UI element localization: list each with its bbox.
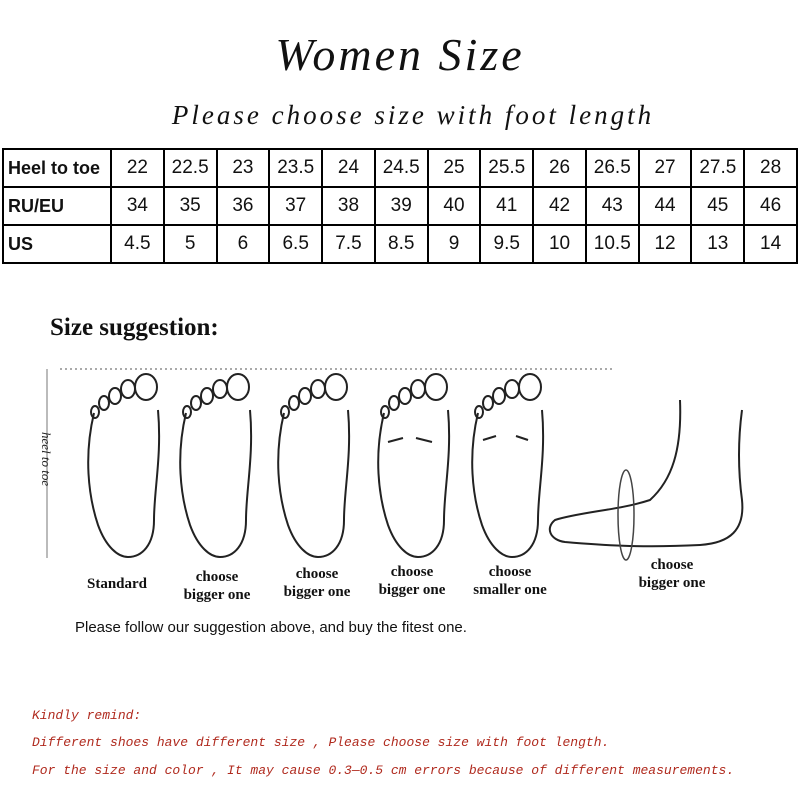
table-cell: 14 — [743, 224, 798, 264]
foot-label: smaller one — [473, 582, 547, 598]
table-cell: 27.5 — [690, 148, 746, 188]
table-cell: 27 — [637, 148, 693, 188]
table-cell: 45 — [690, 186, 746, 226]
remind-line: Kindly remind: — [32, 708, 142, 723]
section-heading: Size suggestion: — [50, 314, 219, 341]
foot-label: Standard — [87, 576, 148, 592]
table-cell: 26.5 — [584, 148, 640, 188]
table-cell: 10 — [532, 224, 587, 264]
note: Please follow our suggestion above, and … — [75, 619, 467, 636]
table-cell: 35 — [162, 186, 218, 226]
foot — [377, 373, 451, 558]
foot-label: choose — [391, 564, 434, 580]
table-cell: 24 — [321, 148, 376, 188]
table-cell: 46 — [743, 186, 798, 226]
table-cell: 13 — [690, 224, 746, 264]
table-cell: 25 — [426, 148, 482, 188]
subtitle: Please choose size with foot length — [171, 100, 655, 130]
foot — [277, 373, 351, 558]
foot-label: choose — [489, 564, 532, 580]
foot — [87, 373, 161, 558]
foot — [179, 373, 253, 558]
remind-line: For the size and color , It may cause 0.… — [32, 763, 735, 778]
table-cell: 12 — [637, 224, 693, 264]
table-cell: 23 — [215, 148, 271, 188]
table-cell: 36 — [215, 186, 271, 226]
title: Women Size — [275, 29, 525, 80]
table-cell: 34 — [110, 186, 165, 226]
remind-line: Different shoes have different size , Pl… — [32, 735, 610, 750]
table-cell: 6 — [215, 224, 271, 264]
table-cell: 10.5 — [584, 224, 640, 264]
table-cell: 9.5 — [479, 224, 535, 264]
table-cell: 37 — [268, 186, 324, 226]
foot-label: bigger one — [184, 587, 251, 603]
foot-label: bigger one — [284, 584, 351, 600]
table-cell: 22.5 — [162, 148, 218, 188]
table-row: US 4.5 5 6 6.5 7.5 8.5 9 9.5 10 10.5 12 13 14 — [2, 224, 798, 264]
table-cell: 40 — [426, 186, 482, 226]
table-cell: 4.5 — [110, 224, 165, 264]
row-label: US — [2, 224, 112, 264]
table-row: Heel to toe 22 22.5 23 23.5 24 24.5 25 25.5 26 26.… — [2, 148, 798, 188]
foot-label: bigger one — [639, 575, 706, 591]
table-cell: 25.5 — [479, 148, 535, 188]
foot-label: choose — [296, 566, 339, 582]
table-cell: 39 — [373, 186, 429, 226]
table-cell: 9 — [426, 224, 482, 264]
table-cell: 23.5 — [268, 148, 324, 188]
width-arrows — [387, 435, 529, 443]
table-cell: 38 — [321, 186, 376, 226]
ankle-ring — [617, 469, 635, 561]
table-cell: 42 — [532, 186, 587, 226]
table-cell: 5 — [162, 224, 218, 264]
row-label: RU/EU — [2, 186, 112, 226]
table-cell: 43 — [584, 186, 640, 226]
table-cell: 44 — [637, 186, 693, 226]
table-cell: 26 — [532, 148, 587, 188]
table-cell: 7.5 — [321, 224, 376, 264]
foot — [471, 373, 545, 558]
table-cell: 28 — [743, 148, 798, 188]
side-foot — [548, 399, 744, 548]
table-row: RU/EU 34 35 36 37 38 39 40 41 42 43 44 45 46 — [2, 186, 798, 226]
table-cell: 41 — [479, 186, 535, 226]
foot-label: bigger one — [379, 582, 446, 598]
row-label: Heel to toe — [2, 148, 112, 188]
size-table: Heel to toe 22 22.5 23 23.5 24 24.5 25 25.5 26 26.… — [2, 148, 798, 264]
foot-label: choose — [651, 557, 694, 573]
foot-label: choose — [196, 569, 239, 585]
table-cell: 8.5 — [373, 224, 429, 264]
axis-label: heel to toe — [39, 432, 54, 486]
table-cell: 6.5 — [268, 224, 324, 264]
table-cell: 22 — [110, 148, 165, 188]
table-cell: 24.5 — [373, 148, 429, 188]
